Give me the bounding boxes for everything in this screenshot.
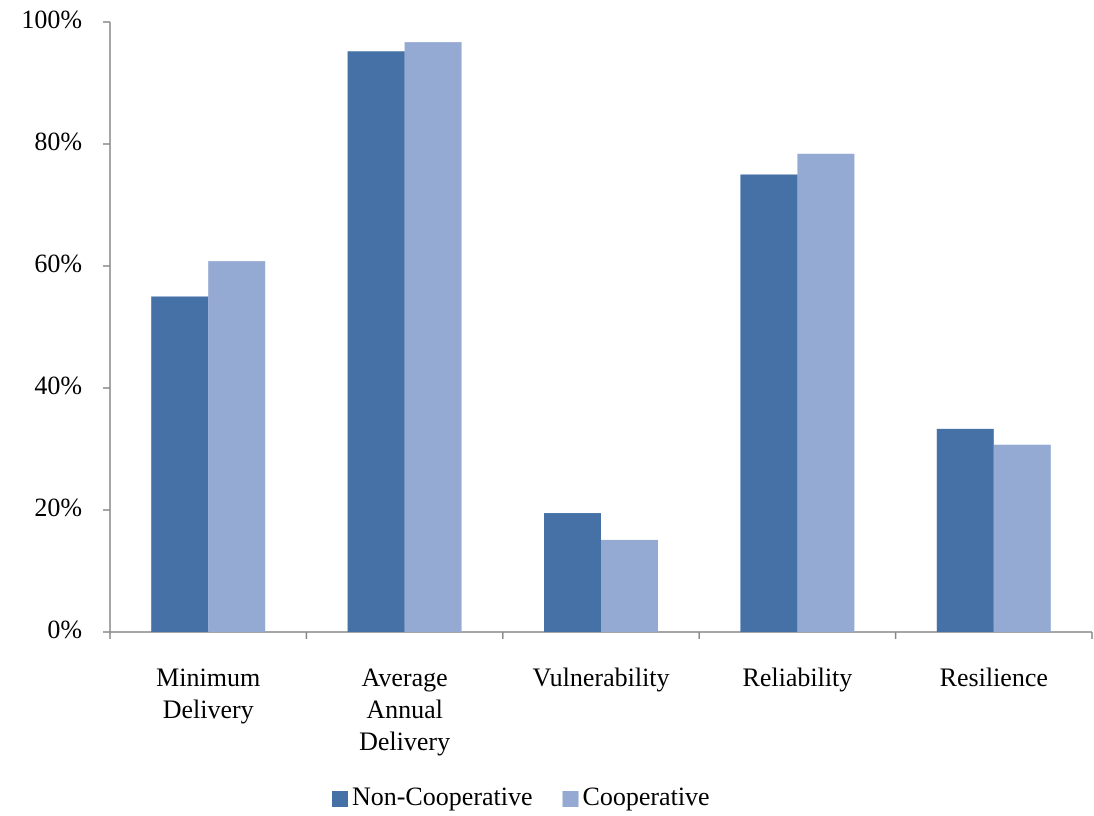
- bar: [993, 444, 1051, 632]
- x-tick-label: Minimum Delivery: [156, 663, 261, 724]
- bar: [151, 296, 209, 632]
- legend-swatch: [562, 791, 579, 807]
- x-tick-label: Reliability: [742, 663, 853, 692]
- bar: [936, 428, 994, 632]
- y-tick-label: 100%: [21, 5, 82, 34]
- y-tick-label: 60%: [34, 249, 82, 278]
- bar: [347, 51, 405, 632]
- bar: [544, 513, 601, 632]
- y-tick-label: 20%: [34, 493, 82, 522]
- bar: [208, 261, 266, 632]
- x-tick-label: Resilience: [939, 663, 1048, 692]
- legend-label: Non-Cooperative: [352, 782, 533, 811]
- x-tick-label: Average Annual Delivery: [359, 663, 451, 756]
- bar: [601, 539, 658, 632]
- y-tick-label: 40%: [34, 371, 82, 400]
- legend-swatch: [332, 791, 348, 807]
- y-tick-label: 0%: [47, 615, 82, 644]
- x-tick-label: Vulnerability: [532, 663, 670, 692]
- bar: [404, 42, 462, 632]
- bar: [797, 153, 855, 632]
- legend-label: Cooperative: [583, 782, 710, 811]
- bar: [740, 174, 798, 632]
- y-tick-label: 80%: [34, 127, 82, 156]
